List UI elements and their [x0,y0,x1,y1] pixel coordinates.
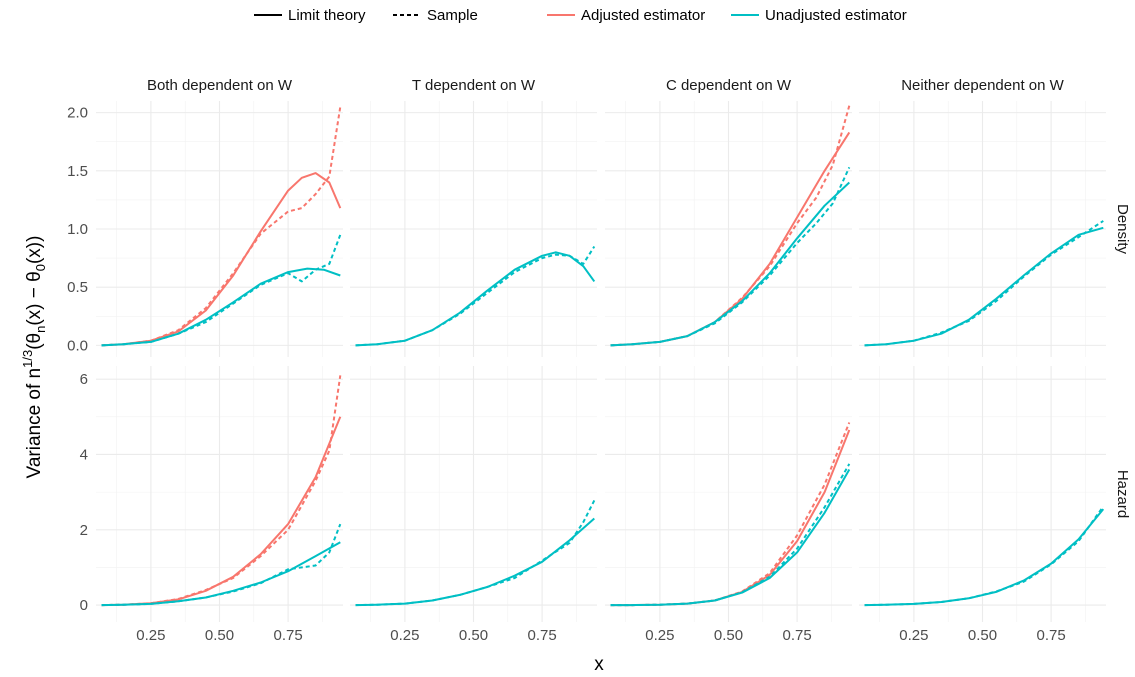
series-line-unadjusted-limit [101,541,341,607]
x-tick-label: 0.75 [1037,627,1066,644]
series-line-unadjusted-limit [610,181,850,347]
series-line-unadjusted-limit [864,508,1105,607]
y-tick-label: 0.5 [67,279,88,296]
series-line-adjusted-sample [101,375,342,607]
legend-label-unadjusted: Unadjusted estimator [765,7,907,24]
series-line-unadjusted-sample [355,245,596,347]
x-axis-title: x [594,654,604,675]
y-tick-label: 4 [80,446,88,463]
y-axis-title-part-2: (x) − θ [24,271,45,325]
legend-label-limit-theory: Limit theory [288,7,366,24]
series-line-unadjusted-limit [355,517,595,607]
legend-label-sample: Sample [427,7,478,24]
x-tick-label: 0.50 [968,627,997,644]
panels: Both dependent on W T dependent on W C dep… [67,77,1131,644]
series-line-adjusted-limit [610,131,851,347]
facet-row-label: Hazard [1114,470,1131,518]
series-line-adjusted-limit [101,172,342,347]
series-line-unadjusted-sample [610,166,851,347]
series-line-adjusted-sample [610,105,851,347]
series-line-unadjusted-sample [355,499,596,607]
series-line-unadjusted-sample [864,220,1104,347]
x-tick-label: 0.50 [714,627,743,644]
series-line-adjusted-limit [101,416,342,607]
x-tick-label: 0.25 [645,627,674,644]
y-tick-label: 0 [80,597,88,614]
x-tick-label: 0.25 [136,627,165,644]
y-axis-title: Variance of n1/3(θn(x) − θ0(x)) [20,236,48,479]
x-tick-label: 0.75 [528,627,557,644]
series-line-unadjusted-limit [864,226,1104,347]
y-tick-label: 1.0 [67,221,88,238]
y-axis-title-part-3: (x)) [24,236,45,264]
x-tick-label: 0.50 [459,627,488,644]
y-tick-label: 1.5 [67,163,88,180]
y-tick-label: 0.0 [67,337,88,354]
facet-column-label: Neither dependent on W [901,77,1064,94]
series-line-unadjusted-sample [101,523,342,607]
facet-column-label: Both dependent on W [147,77,293,94]
facet-column-label: C dependent on W [666,77,792,94]
series-line-adjusted-limit [610,429,851,607]
series-line-unadjusted-limit [355,251,596,347]
x-tick-label: 0.75 [274,627,303,644]
legend: Limit theory Sample Adjusted estimator U… [254,7,907,24]
facet-row-label: Density [1114,204,1131,255]
series-line-unadjusted-limit [610,469,851,607]
legend-label-adjusted: Adjusted estimator [581,7,705,24]
series-line-unadjusted-sample [610,463,851,607]
x-tick-label: 0.50 [205,627,234,644]
y-axis-title-part-1: (θ [24,333,45,350]
y-tick-label: 2.0 [67,105,88,122]
y-axis-title-subscript-n: n [33,326,48,333]
y-tick-label: 6 [80,371,88,388]
x-tick-label: 0.25 [390,627,419,644]
y-axis-title-prefix: Variance of n [24,368,45,479]
series-line-unadjusted-sample [101,234,342,347]
x-tick-label: 0.25 [899,627,928,644]
y-axis-title-exponent: 1/3 [20,350,35,368]
series-line-unadjusted-limit [101,267,341,347]
y-tick-label: 2 [80,522,88,539]
series-line-unadjusted-sample [864,505,1105,607]
y-axis-title-subscript-0: 0 [33,264,48,271]
facet-column-label: T dependent on W [412,77,536,94]
x-tick-label: 0.75 [783,627,812,644]
